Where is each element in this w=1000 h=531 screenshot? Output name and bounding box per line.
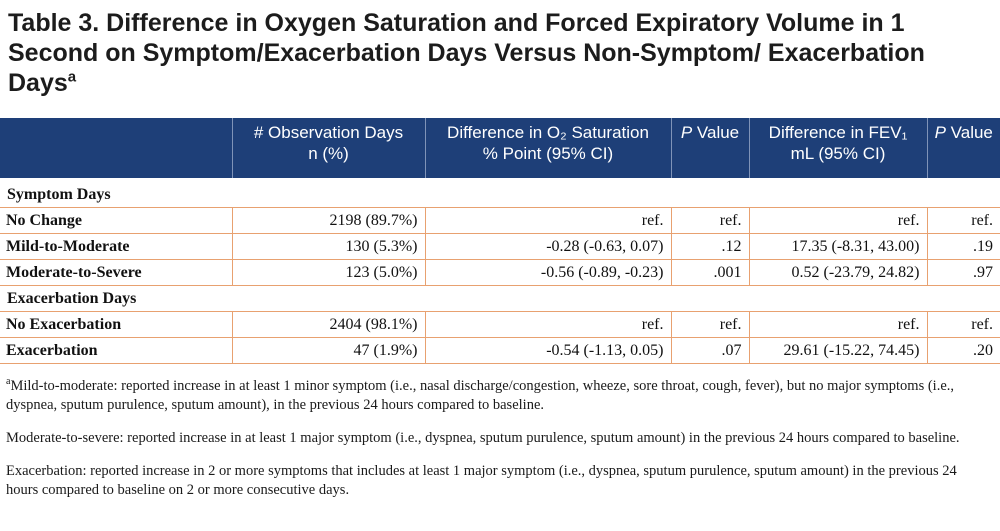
header-fev-line1: Difference in FEV₁ <box>768 123 908 142</box>
cell-observation-days: 130 (5.3%) <box>231 233 425 260</box>
footnote-1-text: Mild-to-moderate: reported increase in a… <box>6 377 955 413</box>
header-o2-difference: Difference in O₂ Saturation % Point (95%… <box>424 118 671 178</box>
title-footnote-marker: a <box>67 68 77 86</box>
header-fev-difference: Difference in FEV₁ mL (95% CI) <box>748 118 927 178</box>
footnotes: aMild-to-moderate: reported increase in … <box>6 372 981 514</box>
cell-p-value-1: .001 <box>670 259 749 286</box>
row-label: No Exacerbation <box>0 311 232 338</box>
cell-fev-difference: ref. <box>748 207 927 234</box>
header-p2-rest: Value <box>945 123 993 142</box>
footnote-3: Exacerbation: reported increase in 2 or … <box>6 462 957 498</box>
cell-fev-difference: 0.52 (-23.79, 24.82) <box>748 259 927 286</box>
row-label: Mild-to-Moderate <box>0 233 232 260</box>
cell-p-value-1: ref. <box>670 207 749 234</box>
cell-p-value-2: .20 <box>926 337 1000 364</box>
cell-fev-difference: 29.61 (-15.22, 74.45) <box>748 337 927 364</box>
header-p1-italic: P <box>680 123 693 142</box>
header-observation-days-line2: n (%) <box>308 144 349 163</box>
row-label: No Change <box>0 207 232 234</box>
header-observation-days-line1: # Observation Days <box>253 123 404 142</box>
row-label: Exacerbation <box>0 337 232 364</box>
row-label: Moderate-to-Severe <box>0 259 232 286</box>
header-p1-rest: Value <box>692 123 740 142</box>
results-table: # Observation Days n (%) Difference in O… <box>0 118 1000 364</box>
cell-p-value-1: .07 <box>670 337 749 364</box>
cell-p-value-1: .12 <box>670 233 749 260</box>
cell-p-value-2: ref. <box>926 207 1000 234</box>
section-heading-row: Symptom Days <box>0 178 1000 208</box>
cell-observation-days: 123 (5.0%) <box>231 259 425 286</box>
section-heading-symptom-days: Symptom Days <box>0 178 1000 208</box>
cell-fev-difference: ref. <box>748 311 927 338</box>
header-observation-days: # Observation Days n (%) <box>231 118 425 178</box>
cell-p-value-2: ref. <box>926 311 1000 338</box>
footnote-1: aMild-to-moderate: reported increase in … <box>6 372 981 415</box>
section-heading-exacerbation-days: Exacerbation Days <box>0 285 1000 312</box>
table-header: # Observation Days n (%) Difference in O… <box>0 118 1000 178</box>
header-o2-line1: Difference in O₂ Saturation <box>447 123 649 142</box>
cell-p-value-1: ref. <box>670 311 749 338</box>
header-blank <box>0 118 232 178</box>
cell-observation-days: 47 (1.9%) <box>231 337 425 364</box>
header-o2-line2: % Point (95% CI) <box>482 144 614 163</box>
header-fev-line2: mL (95% CI) <box>790 144 886 163</box>
cell-o2-difference: ref. <box>424 207 671 234</box>
table-row: Exacerbation 47 (1.9%) -0.54 (-1.13, 0.0… <box>0 337 1000 364</box>
footnote-2: Moderate-to-severe: reported increase in… <box>6 429 960 446</box>
header-p2-italic: P <box>934 123 946 142</box>
table-title-text: Table 3. Difference in Oxygen Saturation… <box>8 9 925 97</box>
cell-observation-days: 2198 (89.7%) <box>231 207 425 234</box>
cell-o2-difference: -0.56 (-0.89, -0.23) <box>424 259 671 286</box>
table-title: Table 3. Difference in Oxygen Saturation… <box>0 0 1000 98</box>
section-heading-row: Exacerbation Days <box>0 285 1000 312</box>
cell-o2-difference: -0.28 (-0.63, 0.07) <box>424 233 671 260</box>
header-p-value-2: P Value <box>926 118 1000 178</box>
cell-observation-days: 2404 (98.1%) <box>231 311 425 338</box>
table-row: Mild-to-Moderate 130 (5.3%) -0.28 (-0.63… <box>0 233 1000 260</box>
table-row: Moderate-to-Severe 123 (5.0%) -0.56 (-0.… <box>0 259 1000 286</box>
table-row: No Exacerbation 2404 (98.1%) ref. ref. r… <box>0 311 1000 338</box>
cell-p-value-2: .19 <box>926 233 1000 260</box>
cell-p-value-2: .97 <box>926 259 1000 286</box>
cell-o2-difference: ref. <box>424 311 671 338</box>
footnote-marker: a <box>6 376 11 387</box>
table-body: Symptom Days No Change 2198 (89.7%) ref.… <box>0 178 1000 364</box>
header-p-value-1: P Value <box>670 118 749 178</box>
cell-fev-difference: 17.35 (-8.31, 43.00) <box>748 233 927 260</box>
cell-o2-difference: -0.54 (-1.13, 0.05) <box>424 337 671 364</box>
table-row: No Change 2198 (89.7%) ref. ref. ref. re… <box>0 207 1000 234</box>
